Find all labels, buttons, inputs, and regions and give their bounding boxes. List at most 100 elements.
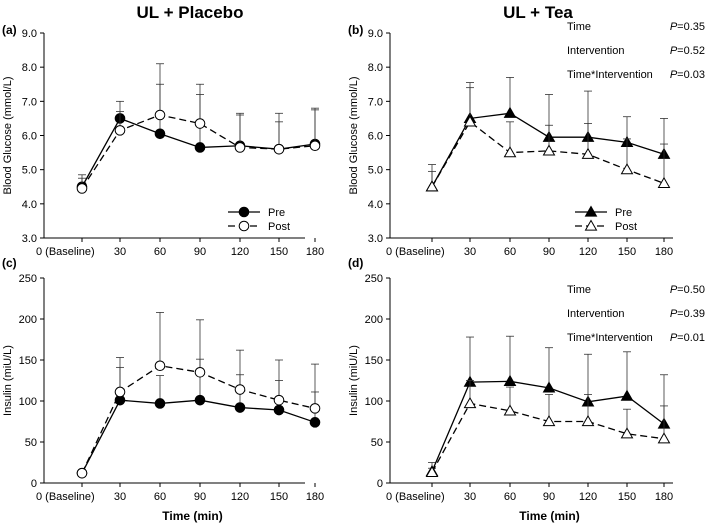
data-point (76, 467, 88, 479)
stat-label: Time (567, 21, 591, 33)
stat-p-value: P=0.03 (670, 69, 705, 81)
panel-b: (b) 3.0 4.0 5.0 6.0 7.0 8.0 9.0 Blood Glucose (m… (348, 21, 705, 258)
x-axis-title: Time (min) (519, 509, 579, 523)
y-tick-label: 9.0 (22, 28, 37, 40)
legend-marker (584, 205, 598, 217)
legend-label: Post (615, 221, 637, 233)
data-point (657, 176, 671, 188)
y-tick-label: 3.0 (368, 233, 383, 245)
panel-label: (a) (2, 23, 17, 37)
y-axis-title: Insulin (miU/L) (348, 345, 360, 416)
x-tick-label: 30 (114, 491, 126, 503)
data-point (425, 180, 439, 192)
stat-p-value: P=0.39 (670, 308, 705, 320)
data-point (194, 118, 206, 129)
x-tick-label: 30 (464, 491, 476, 503)
data-point (503, 404, 517, 416)
data-point (581, 414, 595, 427)
x-tick-label: 180 (306, 246, 324, 258)
stat-label: Time*Intervention (567, 69, 653, 81)
series-post (425, 87, 671, 192)
stat-p-value: P=0.35 (670, 21, 705, 33)
y-axis-title: Blood Glucose (mmol/L) (348, 77, 360, 195)
panel-d: (d) 0 50 100 150 200 250 Insulin (miU/L) 0 (Base… (348, 256, 705, 523)
x-tick-label: 150 (618, 246, 636, 258)
data-point (273, 394, 285, 406)
series-pre (76, 83, 321, 193)
data-point (309, 140, 321, 152)
y-tick-label: 50 (25, 437, 37, 449)
p-letter: P (670, 332, 678, 344)
x-tick-label: 60 (154, 491, 166, 503)
y-tick-label: 8.0 (368, 62, 383, 74)
x-tick-label: 0 (Baseline) (36, 246, 95, 258)
x-tick-label: 150 (270, 491, 288, 503)
y-tick-label: 250 (19, 273, 37, 285)
data-point (154, 109, 166, 121)
series-post (76, 312, 321, 479)
data-point (503, 106, 517, 118)
y-tick-label: 100 (19, 396, 37, 408)
data-point (657, 432, 671, 444)
data-point (234, 402, 246, 413)
stat-label: Intervention (567, 45, 624, 57)
panel-label: (c) (2, 256, 17, 270)
data-point (620, 427, 634, 439)
y-tick-label: 200 (365, 314, 383, 326)
data-point (542, 414, 556, 427)
y-tick-label: 4.0 (368, 199, 383, 211)
x-tick-label: 60 (504, 246, 516, 258)
data-point (542, 381, 556, 393)
p-number: =0.50 (677, 284, 705, 296)
y-axis-title: Insulin (miU/L) (2, 345, 14, 416)
x-tick-label: 180 (306, 491, 324, 503)
p-number: =0.01 (677, 332, 705, 344)
data-point (76, 183, 88, 194)
data-point (463, 396, 477, 409)
data-point (542, 144, 556, 156)
data-point (194, 142, 206, 153)
series-post (76, 63, 321, 194)
series-pre (425, 335, 671, 477)
data-point (425, 465, 439, 477)
legend-label: Pre (615, 207, 632, 219)
y-tick-label: 50 (371, 437, 383, 449)
x-tick-label: 0 (Baseline) (386, 246, 445, 258)
x-tick-label: 90 (194, 491, 206, 503)
y-tick-label: 7.0 (368, 96, 383, 108)
series-post (425, 380, 671, 477)
data-point (273, 143, 285, 155)
data-point (154, 360, 166, 372)
x-tick-label: 120 (579, 491, 597, 503)
y-tick-label: 4.0 (22, 199, 37, 211)
p-number: =0.35 (677, 21, 705, 33)
p-letter: P (670, 69, 678, 81)
y-tick-label: 3.0 (22, 233, 37, 245)
x-tick-label: 150 (270, 246, 288, 258)
data-point (154, 398, 166, 409)
data-point (194, 367, 206, 378)
x-tick-label: 180 (655, 491, 673, 503)
data-point (620, 389, 634, 401)
data-point (194, 394, 206, 406)
x-tick-label: 120 (231, 491, 249, 503)
panel-a: (a) 3.0 4.0 5.0 6.0 7.0 8.0 9.0 Blood Glucose (m… (2, 23, 324, 258)
data-point (309, 417, 321, 428)
y-tick-label: 5.0 (368, 165, 383, 177)
stat-label: Time*Intervention (567, 332, 653, 344)
legend: Pre Post (575, 205, 637, 233)
p-number: =0.03 (677, 69, 705, 81)
x-tick-label: 180 (655, 246, 673, 258)
y-tick-label: 9.0 (368, 28, 383, 40)
data-point (620, 163, 634, 175)
data-point (463, 115, 477, 127)
stat-p-value: P=0.50 (670, 284, 705, 296)
y-tick-label: 100 (365, 396, 383, 408)
y-tick-label: 0 (31, 478, 37, 490)
x-tick-label: 30 (464, 246, 476, 258)
x-tick-label: 120 (579, 246, 597, 258)
y-axis-title: Blood Glucose (mmol/L) (2, 77, 14, 195)
stat-p-value: P=0.52 (670, 45, 705, 57)
